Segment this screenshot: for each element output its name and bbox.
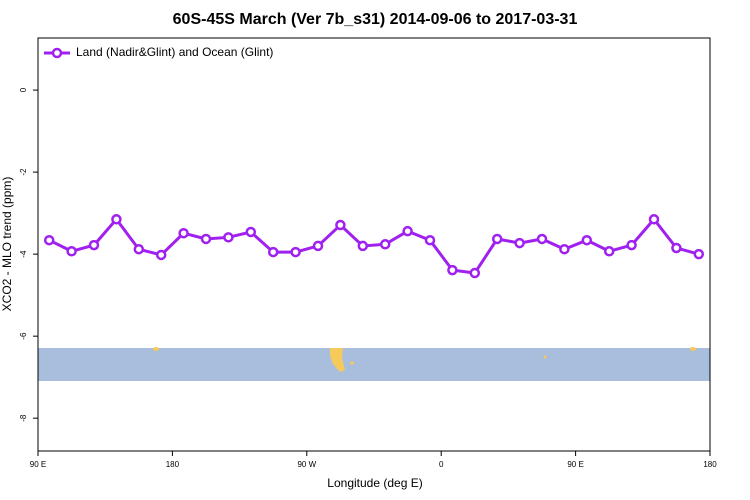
data-point: [111, 214, 122, 225]
data-point: [424, 234, 436, 246]
y-tick-label: -2: [19, 168, 28, 176]
data-point: [267, 246, 279, 258]
series-line: [48, 216, 700, 275]
data-point: [223, 232, 234, 243]
x-tick-label: 90 E: [30, 460, 46, 469]
data-point: [200, 233, 212, 245]
data-point: [469, 267, 481, 279]
data-point: [178, 227, 189, 239]
x-tick-label: 180: [166, 460, 180, 469]
data-point: [491, 233, 503, 245]
data-point: [133, 243, 145, 255]
data-point: [626, 239, 637, 251]
data-point: [536, 233, 548, 245]
y-tick-label: -8: [19, 414, 28, 422]
data-point: [402, 225, 413, 237]
y-tick-label: -4: [19, 250, 28, 258]
legend-marker: [51, 47, 63, 59]
data-point: [155, 249, 167, 261]
legend-label: Land (Nadir&Glint) and Ocean (Glint): [76, 45, 273, 59]
data-point: [693, 248, 705, 260]
x-tick-label: 90 W: [297, 460, 316, 469]
y-tick-label: -6: [19, 332, 28, 340]
chart-title: 60S-45S March (Ver 7b_s31) 2014-09-06 to…: [173, 11, 578, 28]
data-point: [43, 234, 55, 246]
x-tick-label: 0: [439, 460, 444, 469]
data-point: [648, 214, 660, 225]
data-point: [447, 264, 458, 276]
data-point: [671, 242, 682, 254]
land-shapes: [153, 347, 696, 372]
map-strip: [38, 348, 710, 381]
data-point: [581, 234, 593, 246]
plot-frame: [37, 37, 711, 452]
x-tick-label: 90 E: [567, 460, 583, 469]
data-point: [312, 240, 324, 252]
data-point: [245, 226, 257, 238]
x-tick-label: 180: [703, 460, 717, 469]
data-point: [357, 240, 369, 252]
data-point: [559, 243, 570, 255]
data-point: [290, 246, 301, 258]
data-point: [379, 239, 391, 250]
data-point: [335, 219, 346, 231]
data-point: [603, 246, 615, 257]
data-point: [88, 239, 100, 251]
x-axis-label: Longitude (deg E): [327, 476, 422, 490]
data-point: [66, 246, 77, 257]
data-point: [514, 237, 525, 249]
y-tick-label: 0: [19, 87, 28, 92]
y-axis-label: XCO2 - MLO trend (ppm): [0, 177, 14, 312]
